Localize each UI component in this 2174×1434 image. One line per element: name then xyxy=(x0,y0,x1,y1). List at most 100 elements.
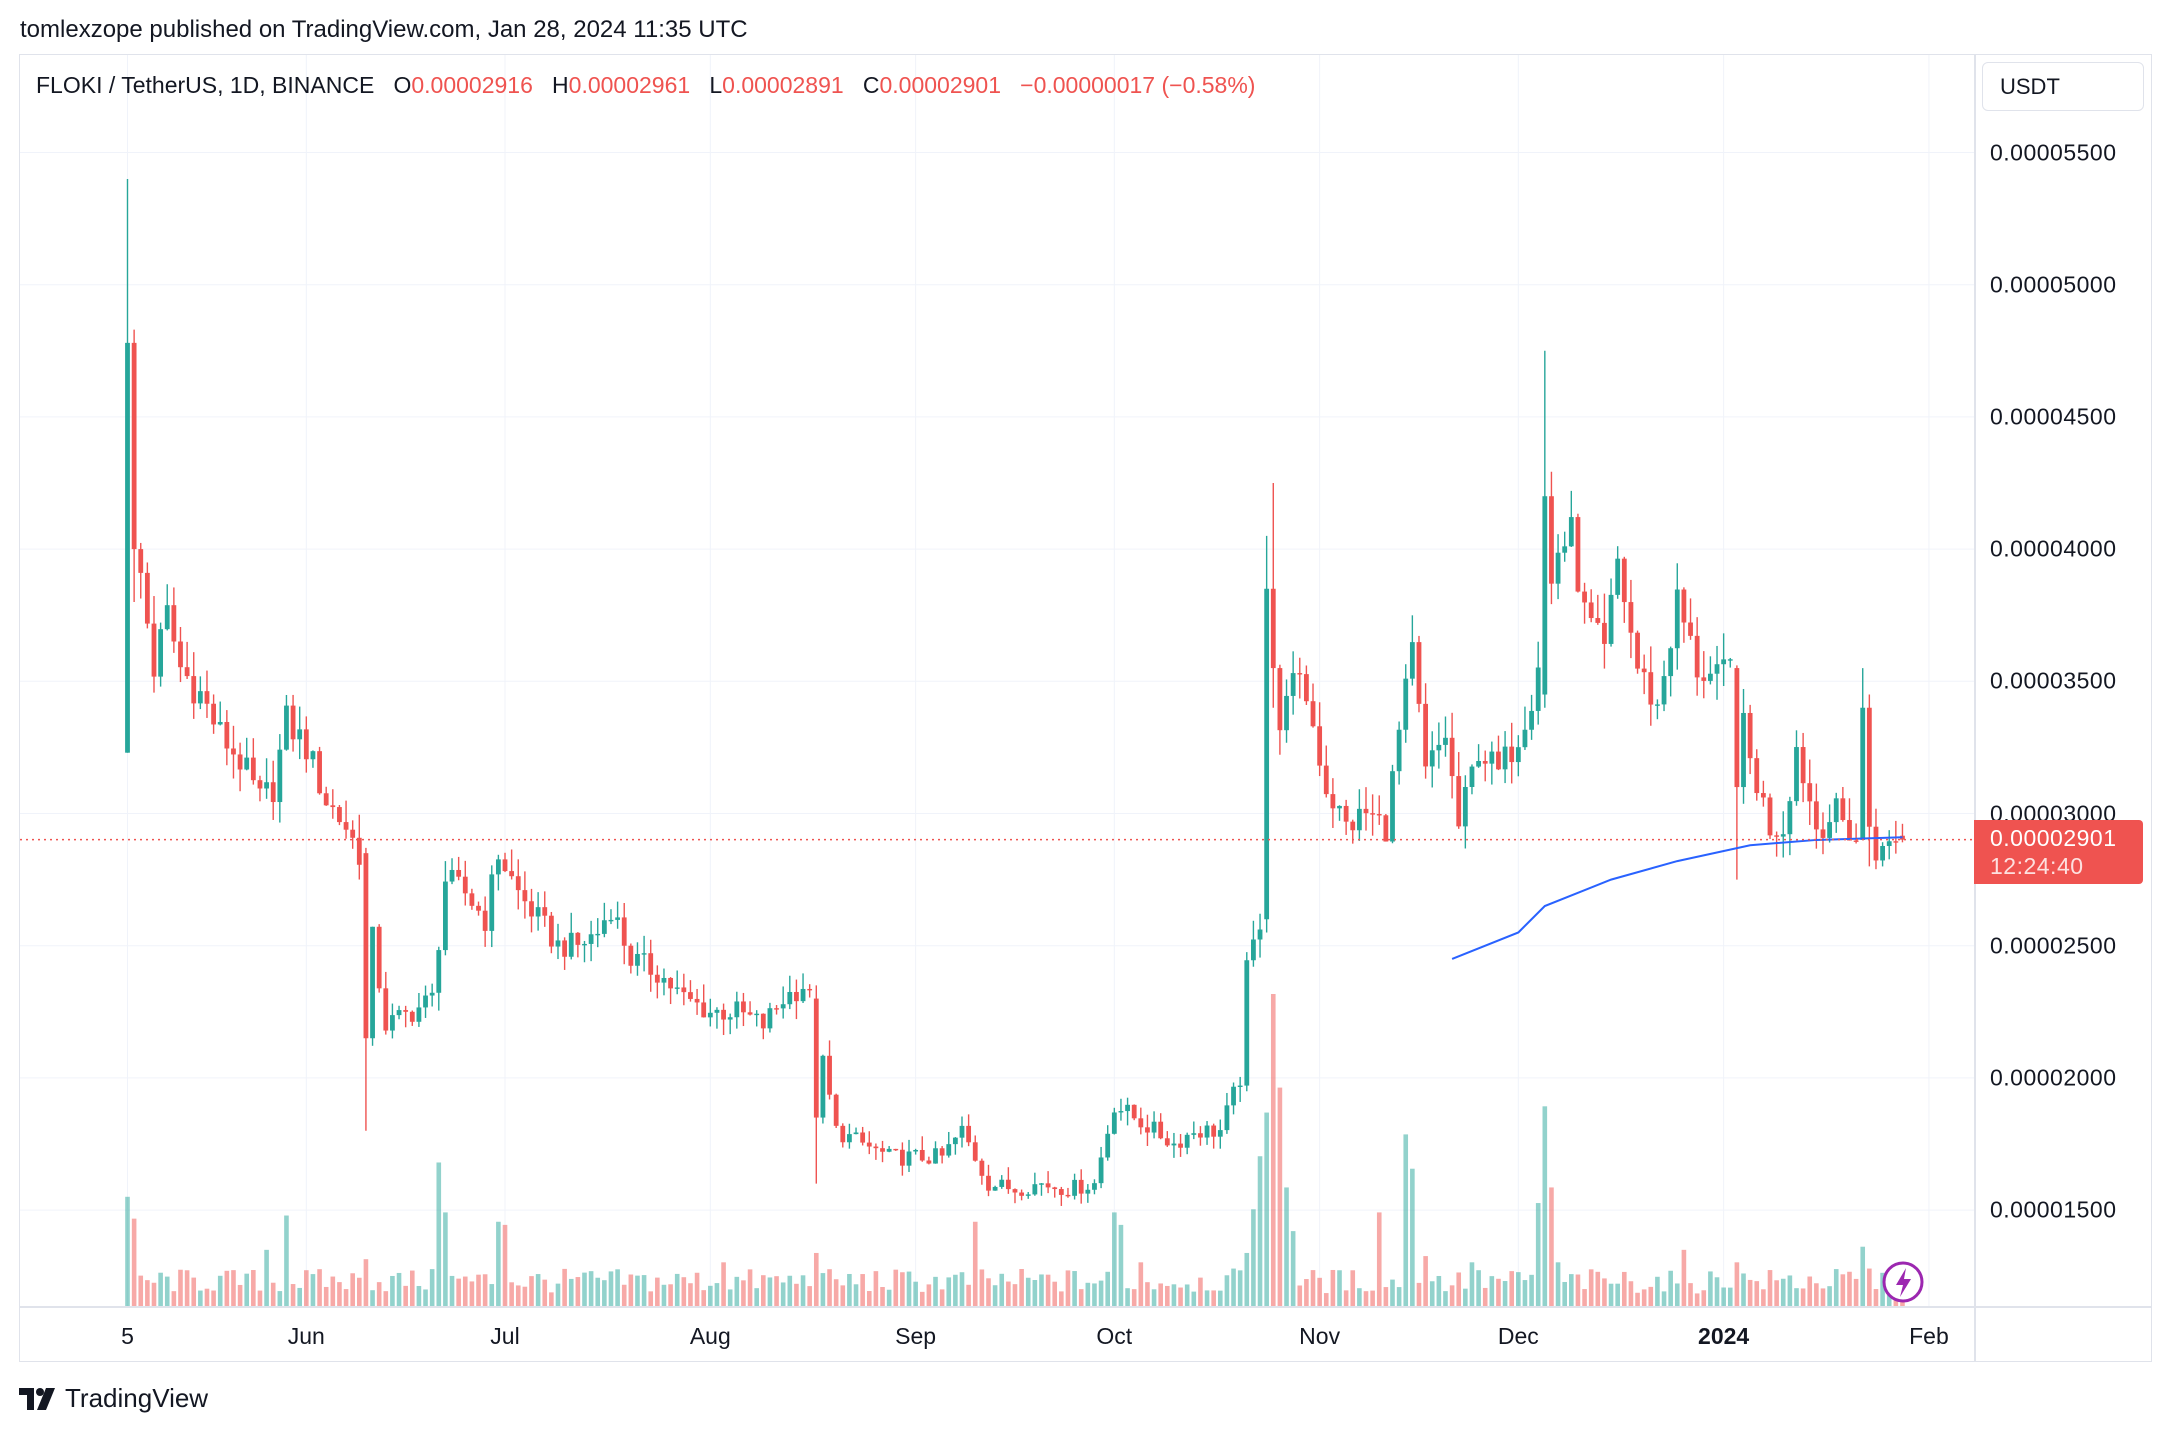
candle xyxy=(1330,794,1336,809)
bar-countdown: 12:24:40 xyxy=(1990,853,2084,879)
volume-bar xyxy=(1754,1281,1760,1306)
volume-bar xyxy=(1224,1275,1230,1306)
candle xyxy=(1482,761,1488,764)
candle xyxy=(1310,701,1316,727)
candle xyxy=(1760,793,1766,798)
volume-bar xyxy=(217,1275,223,1306)
volume-bar xyxy=(1847,1271,1852,1306)
candle xyxy=(1747,712,1753,759)
candle xyxy=(654,974,660,983)
volume-bar xyxy=(297,1287,302,1306)
candle xyxy=(1158,1121,1164,1139)
volume-bar xyxy=(1787,1275,1793,1306)
candle xyxy=(946,1144,952,1156)
candle xyxy=(674,987,680,989)
candle xyxy=(383,988,389,1031)
close-value: 0.00002901 xyxy=(879,72,1001,98)
candle xyxy=(1833,798,1839,823)
candle xyxy=(515,876,521,891)
candle xyxy=(1727,659,1733,661)
candle xyxy=(125,342,130,753)
candle xyxy=(853,1132,859,1135)
candle xyxy=(495,859,501,875)
volume-bar xyxy=(1138,1262,1144,1306)
tradingview-logo[interactable]: TradingView xyxy=(19,1383,208,1414)
candle xyxy=(1231,1086,1236,1106)
volume-bar xyxy=(1085,1282,1091,1306)
candle xyxy=(1264,588,1270,920)
volume-bar xyxy=(304,1270,309,1306)
volume-bar xyxy=(641,1275,647,1306)
candle xyxy=(1032,1184,1038,1195)
candle xyxy=(151,623,157,677)
lightning-icon[interactable] xyxy=(1882,1261,1924,1303)
candle xyxy=(707,1012,713,1018)
candle xyxy=(1118,1111,1124,1113)
candle xyxy=(721,1009,726,1020)
candle xyxy=(138,549,144,573)
volume-bar xyxy=(1211,1290,1216,1306)
candle xyxy=(462,876,468,894)
volume-bar xyxy=(1867,1268,1872,1306)
candle xyxy=(1840,798,1846,821)
volume-bar xyxy=(1125,1288,1130,1306)
candle xyxy=(284,705,289,750)
volume-bar xyxy=(1615,1283,1620,1306)
candle xyxy=(277,749,283,803)
volume-bar xyxy=(860,1274,865,1306)
candle xyxy=(1827,822,1833,838)
candle xyxy=(409,1011,415,1022)
volume-bar xyxy=(290,1284,296,1306)
candle xyxy=(754,1013,760,1016)
candle xyxy=(926,1160,932,1164)
volume-bar xyxy=(1469,1262,1475,1306)
candle xyxy=(403,1010,409,1012)
candle xyxy=(1893,841,1899,843)
candle xyxy=(972,1142,978,1161)
volume-bar xyxy=(1078,1289,1084,1306)
volume-bar xyxy=(1873,1289,1879,1306)
volume-bar xyxy=(244,1273,250,1306)
candle xyxy=(323,793,329,806)
candle xyxy=(1621,558,1627,603)
candle xyxy=(1323,765,1329,795)
volume-bar xyxy=(1496,1278,1501,1306)
symbol-label[interactable]: FLOKI / TetherUS, 1D, BINANCE xyxy=(36,72,375,98)
volume-bar xyxy=(1767,1270,1773,1306)
volume-bar xyxy=(403,1285,408,1306)
candle xyxy=(224,721,230,749)
candle xyxy=(1105,1133,1111,1158)
candle xyxy=(1562,546,1568,553)
candle xyxy=(992,1186,998,1191)
volume-bar xyxy=(953,1274,958,1306)
volume-bar xyxy=(489,1284,495,1306)
volume-bar xyxy=(674,1273,680,1306)
volume-bar xyxy=(1025,1277,1031,1306)
candle xyxy=(1628,602,1634,633)
candle xyxy=(595,933,601,936)
candle xyxy=(1674,589,1680,649)
candle xyxy=(1343,805,1349,822)
volume-bar xyxy=(409,1270,415,1306)
volume-bar xyxy=(820,1273,826,1306)
volume-bar xyxy=(1237,1270,1243,1306)
volume-bar xyxy=(317,1269,322,1306)
volume-bar xyxy=(1323,1293,1329,1306)
volume-bar xyxy=(1621,1271,1627,1306)
volume-bar xyxy=(807,1286,812,1306)
candle xyxy=(1767,797,1773,836)
volume-bar xyxy=(1158,1283,1163,1306)
open-value: 0.00002916 xyxy=(411,72,533,98)
currency-button[interactable]: USDT xyxy=(1982,62,2144,111)
candle xyxy=(1429,750,1435,767)
candle xyxy=(250,757,256,781)
candle xyxy=(562,940,568,957)
candle xyxy=(1502,746,1508,770)
volume-bar xyxy=(456,1278,461,1306)
candle xyxy=(608,919,614,922)
candle xyxy=(1754,758,1760,794)
time-tick-label: Nov xyxy=(1299,1323,1341,1349)
volume-bar xyxy=(595,1277,601,1306)
volume-bar xyxy=(1178,1287,1183,1306)
